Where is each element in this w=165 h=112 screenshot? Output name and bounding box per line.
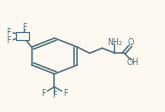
Text: O: O bbox=[128, 38, 134, 47]
Text: F: F bbox=[63, 89, 67, 98]
Text: F: F bbox=[7, 36, 11, 45]
Text: F: F bbox=[52, 91, 57, 100]
Text: NH₂: NH₂ bbox=[107, 38, 122, 47]
FancyBboxPatch shape bbox=[16, 32, 29, 40]
Text: OH: OH bbox=[126, 58, 139, 67]
Text: F: F bbox=[41, 89, 46, 98]
Text: F: F bbox=[23, 23, 27, 32]
Text: F: F bbox=[7, 28, 11, 37]
